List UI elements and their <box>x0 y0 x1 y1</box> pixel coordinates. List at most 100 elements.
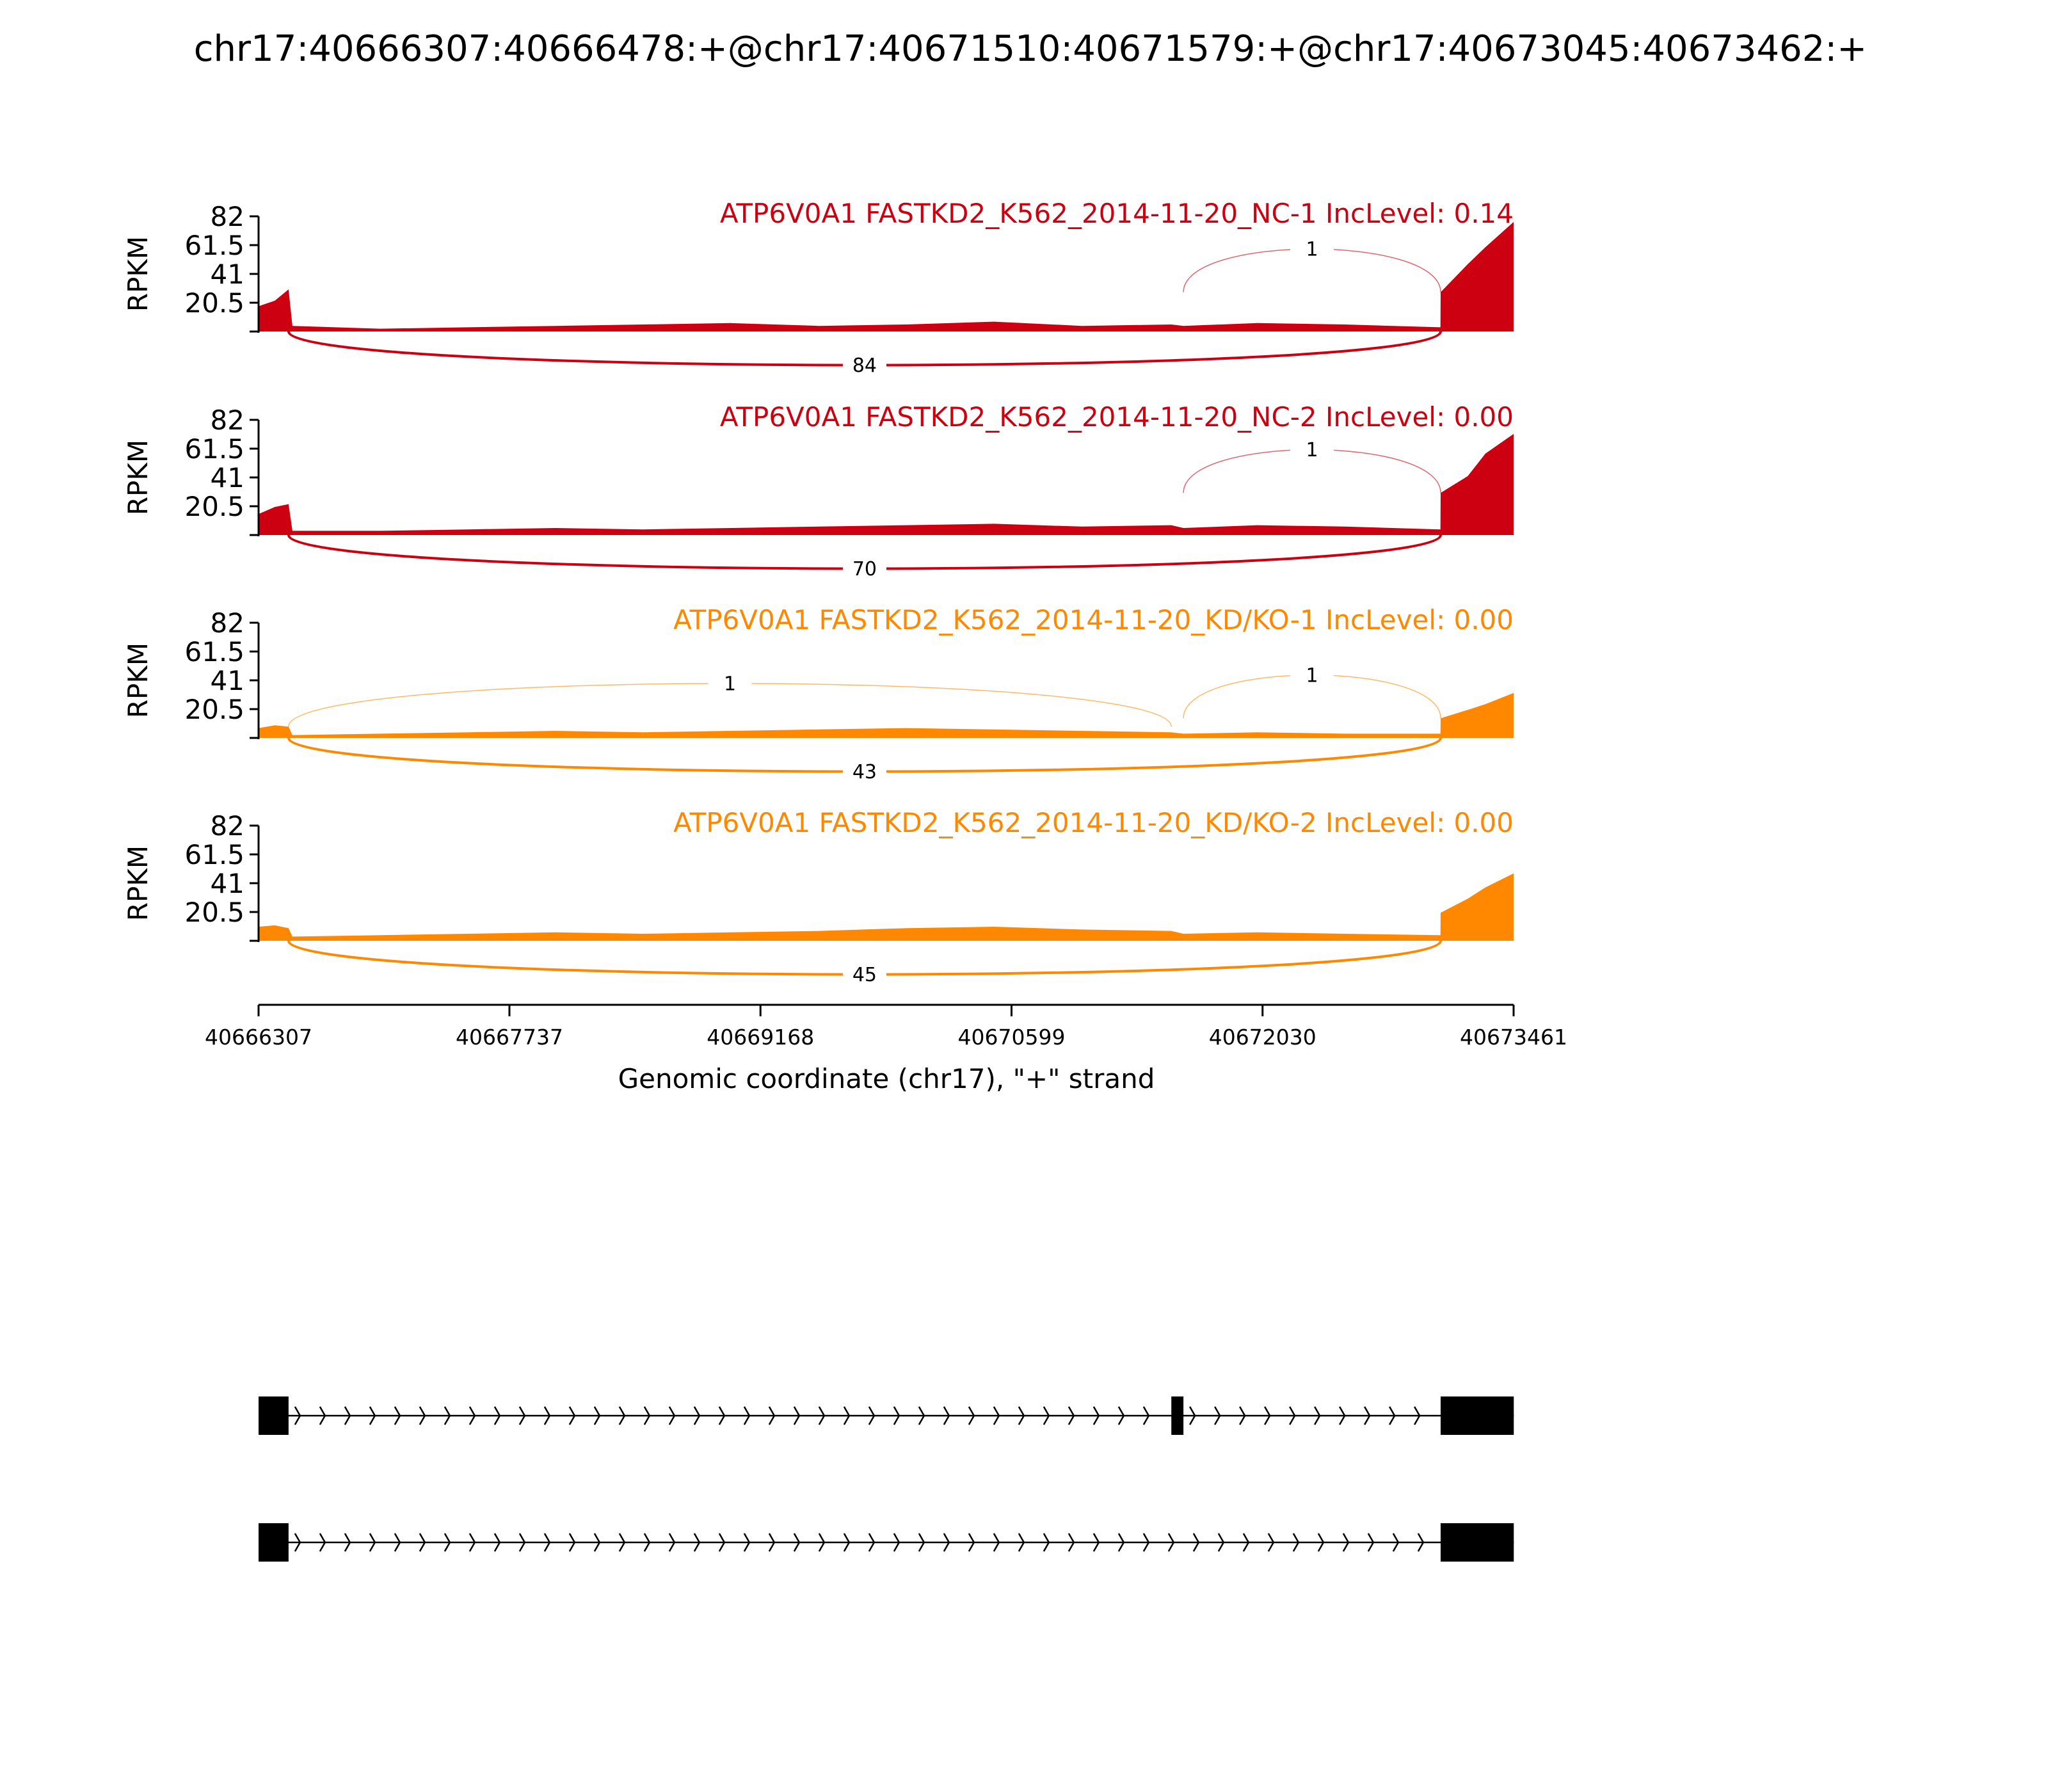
strand-arrow <box>768 1406 776 1425</box>
strand-arrow <box>1389 1406 1396 1425</box>
strand-arrow <box>493 1533 501 1552</box>
strand-arrow <box>468 1406 476 1425</box>
x-tick-label: 40666307 <box>205 1025 312 1050</box>
strand-arrow <box>1292 1533 1300 1552</box>
strand-arrow <box>718 1406 726 1425</box>
strand-arrow <box>1117 1533 1125 1552</box>
strand-arrow <box>1239 1406 1246 1425</box>
strand-arrow <box>294 1406 301 1425</box>
y-tick-label: 20.5 <box>184 287 244 319</box>
y-tick-label: 61.5 <box>184 230 244 261</box>
x-tick-label: 40670599 <box>958 1025 1066 1050</box>
strand-arrow <box>918 1406 925 1425</box>
junction-count: 45 <box>852 964 877 986</box>
strand-arrow <box>1289 1406 1296 1425</box>
strand-arrow <box>1142 1406 1150 1425</box>
panel-title: ATP6V0A1 FASTKD2_K562_2014-11-20_KD/KO-1… <box>673 604 1514 636</box>
strand-arrow <box>743 1533 751 1552</box>
strand-arrow <box>1267 1533 1275 1552</box>
strand-arrow <box>793 1406 801 1425</box>
strand-arrow <box>1242 1533 1250 1552</box>
exon-block <box>259 1523 289 1562</box>
panel-title: ATP6V0A1 FASTKD2_K562_2014-11-20_KD/KO-2… <box>673 807 1514 838</box>
strand-arrow <box>718 1533 726 1552</box>
strand-arrow <box>1339 1406 1346 1425</box>
y-tick-label: 82 <box>211 404 244 436</box>
strand-arrow <box>618 1406 626 1425</box>
y-axis-label: RPKM <box>122 643 154 718</box>
strand-arrow <box>543 1533 551 1552</box>
junction-label-bg <box>708 669 752 695</box>
strand-arrow <box>518 1406 526 1425</box>
x-axis-label: Genomic coordinate (chr17), "+" strand <box>618 1063 1155 1094</box>
strand-arrow <box>1192 1533 1200 1552</box>
strand-arrow <box>768 1533 776 1552</box>
y-tick-label: 41 <box>211 462 244 493</box>
x-tick-label: 40673461 <box>1460 1025 1567 1050</box>
junction-count: 84 <box>852 355 877 377</box>
strand-arrow <box>1217 1533 1225 1552</box>
junction-label-bg <box>842 554 886 580</box>
strand-arrow <box>394 1406 401 1425</box>
strand-arrow <box>444 1533 451 1552</box>
strand-arrow <box>618 1533 626 1552</box>
strand-arrow <box>943 1533 950 1552</box>
chart-title: chr17:40666307:40666478:+@chr17:40671510… <box>194 28 1867 70</box>
junction-label-bg <box>1290 435 1334 461</box>
y-axis-label: RPKM <box>122 440 154 515</box>
exon-block <box>1440 1396 1514 1435</box>
coverage-area <box>259 873 1514 941</box>
x-tick-label: 40672030 <box>1209 1025 1316 1050</box>
y-tick-label: 61.5 <box>184 839 244 870</box>
strand-arrow <box>893 1406 900 1425</box>
strand-arrow <box>818 1406 826 1425</box>
strand-arrow <box>868 1533 876 1552</box>
strand-arrow <box>1018 1406 1025 1425</box>
strand-arrow <box>1142 1533 1150 1552</box>
strand-arrow <box>444 1406 451 1425</box>
strand-arrow <box>643 1533 651 1552</box>
transcript-2 <box>259 1523 1514 1562</box>
strand-arrow <box>419 1406 426 1425</box>
strand-arrow <box>294 1533 301 1552</box>
strand-arrow <box>593 1533 601 1552</box>
strand-arrow <box>344 1406 351 1425</box>
strand-arrow <box>468 1533 476 1552</box>
x-tick-label: 40669168 <box>707 1025 814 1050</box>
strand-arrow <box>668 1406 676 1425</box>
exon-block <box>259 1396 289 1435</box>
junction-count: 1 <box>724 673 736 695</box>
strand-arrow <box>419 1533 426 1552</box>
strand-arrow <box>643 1406 651 1425</box>
strand-arrow <box>1117 1406 1125 1425</box>
exon-block <box>1171 1396 1184 1435</box>
strand-arrow <box>893 1533 900 1552</box>
strand-arrow <box>1392 1533 1400 1552</box>
strand-arrow <box>993 1406 1000 1425</box>
junction-label-bg <box>1290 660 1334 687</box>
strand-arrow <box>1214 1406 1221 1425</box>
junction-label-bg <box>842 351 886 376</box>
y-tick-label: 41 <box>211 259 244 290</box>
transcript-1 <box>259 1396 1514 1435</box>
strand-arrow <box>968 1533 975 1552</box>
strand-arrow <box>843 1533 851 1552</box>
x-axis: 40666307 40667737 40669168 40670599 40672030… <box>205 1004 1567 1050</box>
junction-count: 43 <box>852 761 877 783</box>
strand-arrow <box>369 1406 376 1425</box>
strand-arrow <box>1043 1406 1050 1425</box>
strand-arrow <box>918 1533 925 1552</box>
strand-arrow <box>668 1533 676 1552</box>
strand-arrow <box>1264 1406 1271 1425</box>
strand-arrow <box>369 1533 376 1552</box>
junction-label-bg <box>1290 234 1334 260</box>
strand-arrow <box>518 1533 526 1552</box>
junction-label-bg <box>842 960 886 986</box>
strand-arrow <box>1367 1533 1375 1552</box>
strand-arrow <box>1314 1406 1321 1425</box>
x-tick-label: 40667737 <box>456 1025 563 1050</box>
strand-arrow <box>843 1406 851 1425</box>
strand-arrow <box>1018 1533 1025 1552</box>
